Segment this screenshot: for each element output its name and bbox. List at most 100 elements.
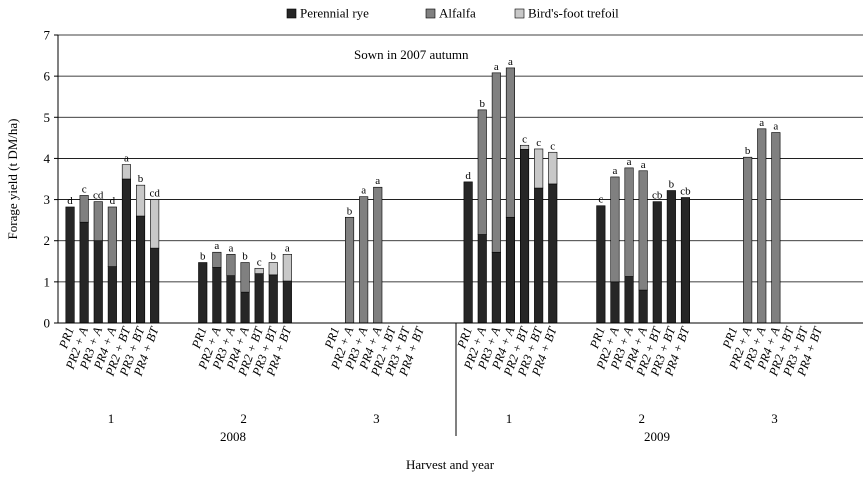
bar-letter-label: b [480, 98, 486, 110]
bar-segment [150, 247, 160, 324]
legend-label-rye: Perennial rye [300, 6, 369, 21]
bar-segment [596, 205, 606, 324]
harvest-label: 2 [240, 411, 247, 426]
legend-label-alfalfa: Alfalfa [439, 6, 476, 21]
harvest-label: 3 [373, 411, 380, 426]
bar-letter-label: b [200, 251, 206, 263]
bar-segment [534, 187, 544, 324]
bar-letter-label: a [627, 156, 632, 168]
bar-letter-label: a [773, 121, 778, 133]
bar-letter-label: b [347, 205, 353, 217]
bar-segment [548, 151, 558, 185]
bar-letter-label: c [82, 183, 87, 195]
harvest-label: 1 [506, 411, 513, 426]
bar-letter-label: c [522, 133, 527, 145]
bar-segment [226, 275, 236, 324]
bar-segment [240, 291, 250, 324]
x-axis-title: Harvest and year [406, 457, 495, 472]
bar-letter-label: cb [652, 190, 663, 202]
bar-segment [344, 216, 355, 324]
bar-segment [107, 206, 117, 267]
bar-segment [666, 190, 676, 324]
bar-segment [240, 262, 250, 293]
bar-segment [93, 201, 103, 242]
bar-segment [548, 183, 558, 324]
bar-segment [79, 221, 89, 324]
bar-letter-label: b [669, 179, 675, 191]
harvest-label: 1 [108, 411, 115, 426]
y-tick-label: 4 [44, 151, 51, 166]
y-tick-label: 7 [44, 28, 51, 43]
y-tick-label: 3 [44, 192, 51, 207]
bar-segment [282, 280, 292, 324]
bar-letter-label: cd [149, 188, 160, 200]
y-tick-label: 6 [44, 69, 51, 84]
bar-letter-label: a [759, 117, 764, 129]
bar-letter-label: a [641, 159, 646, 171]
bar-segment [680, 197, 691, 324]
bar-segment [757, 128, 767, 324]
harvest-labels: 1 2 3 1 2 3 [108, 411, 778, 426]
harvest-label: 2 [638, 411, 645, 426]
bar-segment [136, 215, 146, 324]
bar-segment [65, 206, 75, 324]
bar-segment [121, 178, 131, 324]
harvest-label: 3 [771, 411, 778, 426]
bar-segment [610, 281, 620, 324]
y-axis-title: Forage yield (t DM/ha) [5, 119, 20, 240]
sown-annotation: Sown in 2007 autumn [354, 47, 469, 62]
bar-segment [534, 148, 544, 189]
bar-segment [519, 144, 530, 150]
bar-letter-label: a [494, 61, 499, 73]
y-tick-label: 2 [44, 233, 51, 248]
bar-segment [282, 253, 292, 282]
bar-letter-label: a [124, 153, 129, 165]
bar-segment [771, 132, 781, 324]
bar-segment [136, 184, 146, 217]
bar-letter-label: d [110, 195, 116, 207]
bar-segment [212, 251, 222, 268]
bar-segment [505, 67, 516, 218]
bar-letter-label: cb [680, 186, 691, 198]
bar-segment [359, 196, 369, 324]
year-label: 2009 [644, 429, 670, 444]
y-tick-labels: 0 1 2 3 4 5 6 7 [44, 28, 51, 331]
bar-segment [505, 216, 516, 324]
year-labels: 2008 2009 [220, 429, 670, 444]
bar-letter-label: c [598, 194, 603, 206]
bar-segment [121, 164, 131, 180]
bar-segment [226, 253, 236, 276]
bar-segment [254, 267, 264, 274]
bar-segment [638, 289, 648, 324]
bar-letter-label: d [67, 195, 73, 207]
bar-letter-label: c [536, 137, 541, 149]
bar-segment [610, 176, 620, 283]
y-tick-label: 5 [44, 110, 51, 125]
bar-segment [624, 167, 634, 277]
bar-letter-label: a [229, 242, 234, 254]
legend-label-trefoil: Bird's-foot trefoil [528, 6, 619, 21]
bar-letter-label: a [214, 240, 219, 252]
bar-segment [373, 186, 383, 324]
bar-letter-label: b [745, 145, 751, 157]
bar-letter-label: a [613, 165, 618, 177]
bar-segment [491, 251, 501, 324]
bar-letter-label: b [242, 251, 248, 263]
bar-segment [254, 273, 264, 324]
y-tick-label: 1 [44, 274, 51, 289]
bar-segment [212, 267, 222, 324]
legend-swatch-alfalfa [425, 8, 436, 19]
bar-letter-label: a [375, 175, 380, 187]
bar-letter-label: d [465, 170, 471, 182]
bar-segment [519, 149, 530, 324]
legend-swatch-rye [286, 8, 297, 19]
bar-segment [268, 274, 278, 324]
gridlines [54, 34, 863, 324]
legend: Perennial rye Alfalfa Bird's-foot trefoi… [286, 6, 619, 21]
bar-segment [624, 276, 634, 324]
bar-letter-label: c [257, 256, 262, 268]
bar-letter-label: b [138, 173, 144, 185]
bar-letter-label: b [271, 251, 277, 263]
